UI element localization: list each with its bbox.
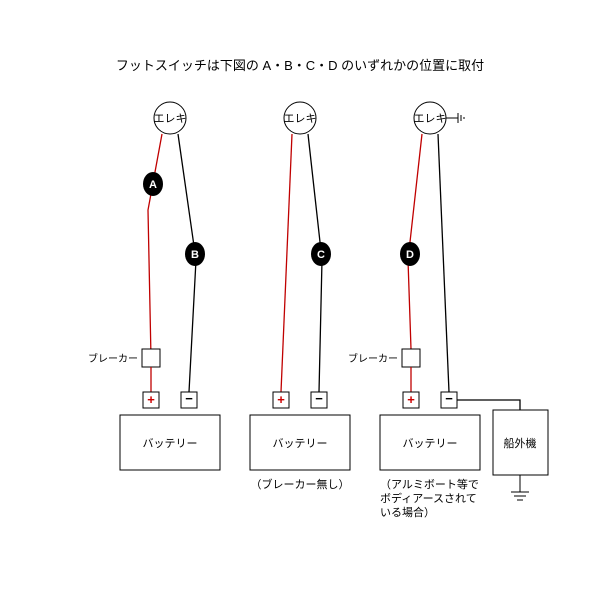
caption-alum-2: ボディアースされて xyxy=(380,491,477,505)
ereki-label-3: エレキ xyxy=(414,113,447,125)
wire-pos-3 xyxy=(408,134,422,349)
plus-1: + xyxy=(147,392,155,407)
caption-alum-1: （アルミボート等で xyxy=(380,477,479,491)
badge-b-label: B xyxy=(191,249,199,261)
breaker-label-1: ブレーカー xyxy=(88,352,138,365)
badge-a-label: A xyxy=(149,179,157,191)
ereki-label-1: エレキ xyxy=(154,113,187,125)
col-3: エレキ ブレーカー D + − バッテリー 船外機 xyxy=(348,102,548,519)
outboard-label: 船外機 xyxy=(504,436,537,450)
wiring-diagram: エレキ ブレーカー A B + − バッテリー エレキ C xyxy=(0,0,600,600)
col-2: エレキ C + − バッテリー （ブレーカー無し） xyxy=(250,102,350,491)
minus-1: − xyxy=(185,391,193,406)
page-title: フットスイッチは下図の A・B・C・D のいずれかの位置に取付 xyxy=(0,55,600,74)
battery-label-1: バッテリー xyxy=(143,437,198,450)
wire-neg-3 xyxy=(438,134,449,392)
breaker-box-1 xyxy=(142,349,160,367)
breaker-label-3: ブレーカー xyxy=(348,352,398,365)
battery-label-3: バッテリー xyxy=(403,437,458,450)
minus-2: − xyxy=(315,391,323,406)
battery-label-2: バッテリー xyxy=(273,437,328,450)
outboard-ground-icon xyxy=(511,475,529,500)
wire-pos-1 xyxy=(148,134,162,358)
col-1: エレキ ブレーカー A B + − バッテリー xyxy=(88,102,220,470)
plus-2: + xyxy=(277,392,285,407)
caption-nobreaker: （ブレーカー無し） xyxy=(251,477,350,491)
ereki-label-2: エレキ xyxy=(284,113,317,125)
ereki-ground-icon xyxy=(446,113,464,123)
minus-3: − xyxy=(445,391,453,406)
badge-d-label: D xyxy=(406,249,414,261)
wire-to-outboard xyxy=(457,400,520,410)
plus-3: + xyxy=(407,392,415,407)
breaker-box-3 xyxy=(402,349,420,367)
badge-c-label: C xyxy=(317,249,325,261)
caption-alum-3: いる場合） xyxy=(380,505,435,519)
wire-pos-2 xyxy=(281,134,292,392)
